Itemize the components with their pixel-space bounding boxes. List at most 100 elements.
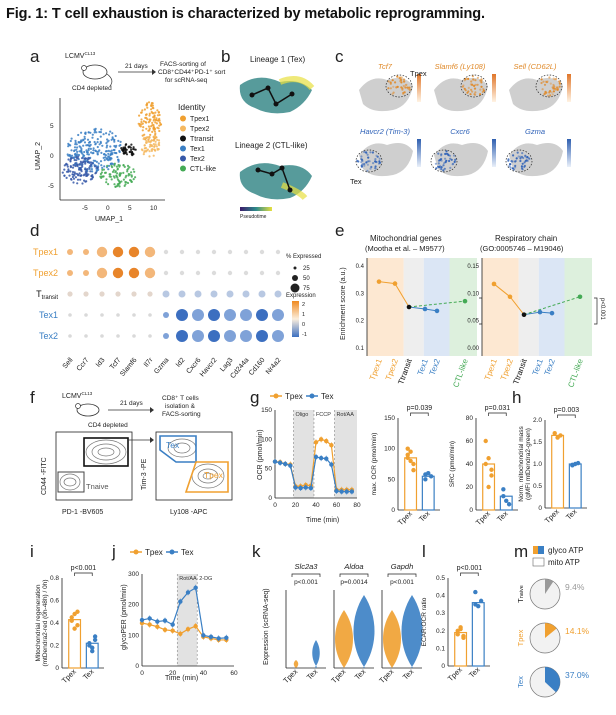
bar-ylabel: (gMFI mtDendra2-green) [525,428,532,500]
size-legend-dot [292,275,298,281]
series-point [288,463,293,468]
umap-point [95,171,98,174]
bar-xlabel: Tpex [543,507,561,525]
umap-legend-label: Ttransit [190,136,213,143]
dot-gene-label: Nr4a2 [265,357,283,376]
umap-point [147,140,150,143]
bar-dot [87,643,92,648]
feature-point [435,167,438,170]
dot [208,330,220,342]
bar [68,619,82,669]
feature-point [545,91,548,94]
bar [568,463,582,509]
umap-point [111,137,114,140]
umap-point [143,108,146,111]
a-ytick-2: 0 [50,153,54,160]
k-gene-title: Aldoa [343,562,363,571]
b-lineage2: Lineage 2 (CTL-like) [235,141,308,150]
y-tick: 100 [384,446,395,453]
feature-point [444,157,447,160]
umap-point [72,156,75,160]
umap-point [110,157,113,160]
umap-point [67,158,70,161]
e-xlabel: CTL-like [566,357,585,389]
feature-highlight [385,74,413,98]
mouse-icon [81,64,113,87]
bar-dot [558,433,563,438]
umap-point [88,157,91,160]
y-tick: 300 [128,571,139,578]
feature-point [467,90,470,93]
feature-point [400,86,403,89]
m-legend-glyco: glyco ATP [548,546,583,555]
k-pval: p<0.001 [390,579,414,586]
bar-dot [90,648,95,654]
y-tick: 150 [261,407,272,414]
umap-point [116,178,120,181]
a-arrow-text: 21 days [125,63,149,70]
dot [240,330,252,342]
feature-point [480,81,483,84]
umap-point [117,160,120,163]
series-point [349,489,355,494]
umap-point [99,135,102,138]
umap-point [122,149,125,152]
umap-point [145,141,148,144]
feature-point [376,155,379,158]
e-xlabel: CTL-like [451,357,470,389]
umap-point [82,174,85,177]
dot [224,309,236,321]
umap-point [80,131,83,134]
umap-point [69,158,72,161]
p-value: p<0.001 [457,565,483,572]
umap-point [74,143,77,146]
dot [224,330,236,342]
feature-point [523,161,526,164]
series-point [139,620,145,626]
y-tick: 1.5 [533,439,542,446]
bar-dot [552,431,557,436]
f-gate-tex-shape [159,435,197,463]
e-left-title1: Mitochondrial genes [370,234,442,243]
series-point [139,617,145,623]
injection-label: Rot/AA [336,412,354,418]
violin [293,660,299,668]
feature-point [400,81,403,84]
panel-j-label: j [111,542,116,561]
umap-point [84,170,87,174]
umap-point [145,121,148,124]
bar-xlabel: Tex [417,509,432,524]
series-point [178,631,183,636]
e-pval: p<0.001 [599,298,605,321]
pie-glyco [545,579,554,594]
umap-point [113,164,116,167]
umap-point [95,131,98,134]
series-point [329,443,334,448]
umap-point [155,117,158,120]
bar-dot [489,473,494,478]
feature-point [512,168,515,171]
umap-point [83,141,87,144]
k-bracket [387,573,417,577]
e-point [577,294,583,300]
umap-point [117,158,120,161]
umap-point [154,149,157,152]
umap-point [69,165,72,168]
umap-point [132,168,135,171]
feature-point [546,80,549,83]
umap-point [124,146,127,149]
f-gate-naive: Tnaive [86,482,109,491]
umap-point [117,163,120,167]
e-ytick: 0.1 [356,346,365,352]
umap-point [67,145,70,148]
feature-point [540,81,543,85]
umap-point [96,152,99,155]
y-tick: 0.4 [436,593,445,600]
y-tick: 80 [466,415,474,422]
feature-point [521,152,524,155]
a-sort1: FACS-sorting of [160,61,206,68]
e-bracket [479,297,483,325]
series-point [308,485,314,491]
feature-point [377,162,381,165]
umap-point [129,179,133,182]
